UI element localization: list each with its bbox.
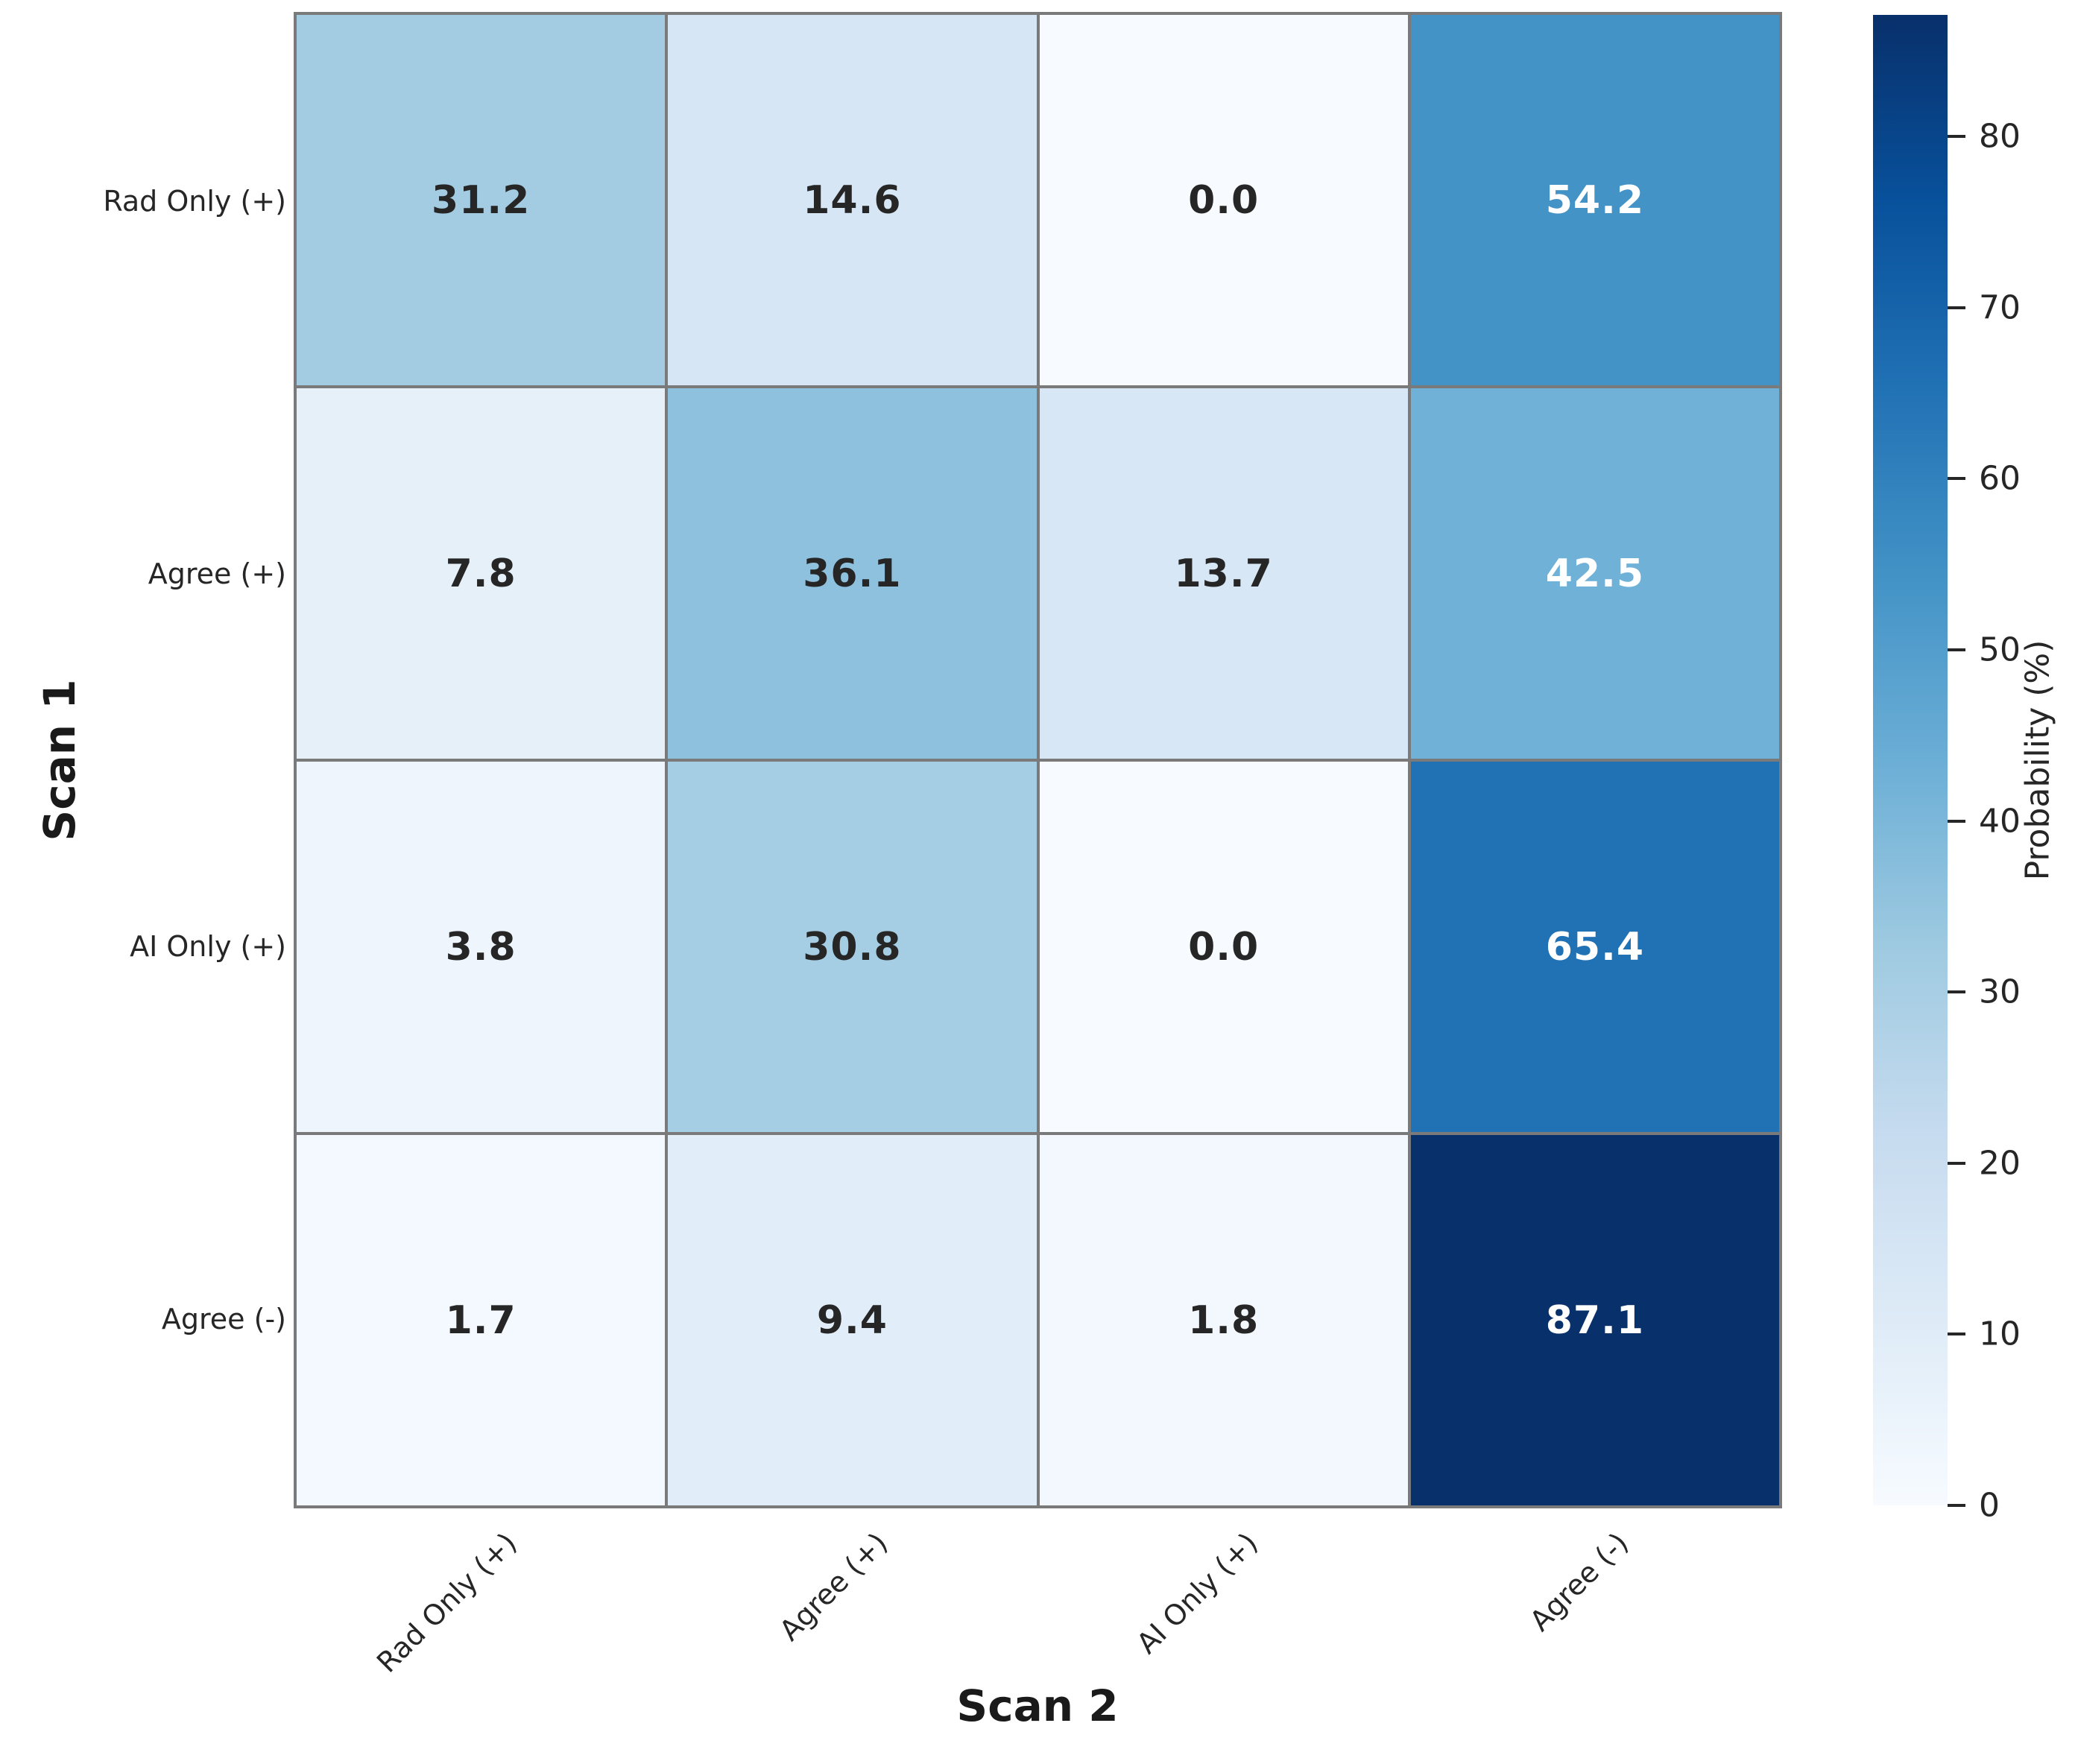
x-tick-label: Agree (-) xyxy=(1523,1526,1635,1638)
heatmap-cell: 1.7 xyxy=(297,1135,666,1505)
heatmap-cell: 87.1 xyxy=(1410,1135,1779,1505)
cell-value: 9.4 xyxy=(816,1297,888,1343)
colorbar-tick-label: 20 xyxy=(1979,1144,2021,1183)
heatmap-cell: 0.0 xyxy=(1039,15,1408,385)
colorbar-tick-label: 80 xyxy=(1979,117,2021,156)
x-tick-label: Agree (+) xyxy=(772,1526,894,1648)
cell-value: 54.2 xyxy=(1545,177,1645,223)
cell-value: 30.8 xyxy=(803,924,902,970)
colorbar-tick-mark xyxy=(1948,990,1965,994)
x-tick-label: Rad Only (+) xyxy=(370,1526,523,1679)
colorbar-tick-mark xyxy=(1948,477,1965,481)
heatmap-cell: 7.8 xyxy=(297,388,666,759)
y-axis-title: Scan 1 xyxy=(34,679,85,841)
x-tick-label: AI Only (+) xyxy=(1130,1526,1265,1660)
colorbar-tick-label: 40 xyxy=(1979,802,2021,840)
heatmap-cell: 36.1 xyxy=(668,388,1037,759)
y-tick-label: Agree (-) xyxy=(161,1303,286,1335)
colorbar-tick-label: 60 xyxy=(1979,459,2021,498)
cell-value: 14.6 xyxy=(803,177,902,223)
cell-value: 65.4 xyxy=(1545,924,1645,970)
y-tick-label: AI Only (+) xyxy=(130,930,286,963)
cell-value: 0.0 xyxy=(1188,177,1260,223)
cell-value: 31.2 xyxy=(431,177,531,223)
x-axis-title: Scan 2 xyxy=(956,1681,1119,1731)
colorbar-tick-mark xyxy=(1948,819,1965,823)
heatmap-cell: 3.8 xyxy=(297,762,666,1132)
y-tick-label: Rad Only (+) xyxy=(103,185,286,218)
cell-value: 3.8 xyxy=(445,924,517,970)
colorbar-tick-mark xyxy=(1948,648,1965,651)
colorbar-tick-label: 50 xyxy=(1979,630,2021,669)
cell-value: 1.7 xyxy=(445,1297,517,1343)
cell-value: 13.7 xyxy=(1174,551,1273,596)
heatmap-cell: 1.8 xyxy=(1039,1135,1408,1505)
heatmap-cell: 14.6 xyxy=(668,15,1037,385)
cell-value: 42.5 xyxy=(1545,551,1645,596)
heatmap-cell: 0.0 xyxy=(1039,762,1408,1132)
cell-value: 0.0 xyxy=(1188,924,1260,970)
heatmap-cell: 13.7 xyxy=(1039,388,1408,759)
heatmap-cell: 42.5 xyxy=(1410,388,1779,759)
colorbar-tick-mark xyxy=(1948,135,1965,139)
colorbar-label: Probability (%) xyxy=(2018,639,2057,881)
colorbar-tick-label: 30 xyxy=(1979,973,2021,1011)
cell-value: 7.8 xyxy=(445,551,517,596)
heatmap-cell: 54.2 xyxy=(1410,15,1779,385)
colorbar-tick-mark xyxy=(1948,306,1965,309)
heatmap-cell: 30.8 xyxy=(668,762,1037,1132)
y-tick-label: Agree (+) xyxy=(148,557,286,590)
colorbar-tick-mark xyxy=(1948,1504,1965,1507)
cell-value: 36.1 xyxy=(803,551,902,596)
heatmap-cell: 65.4 xyxy=(1410,762,1779,1132)
heatmap-cell: 9.4 xyxy=(668,1135,1037,1505)
heatmap-cell: 31.2 xyxy=(297,15,666,385)
colorbar-tick-label: 0 xyxy=(1979,1486,2000,1525)
colorbar-tick-mark xyxy=(1948,1161,1965,1165)
colorbar-tick-label: 70 xyxy=(1979,288,2021,327)
heatmap-grid: 31.2 14.6 0.0 54.2 7.8 36.1 13.7 42.5 3.8 30.8 0.0… xyxy=(294,12,1782,1508)
cell-value: 87.1 xyxy=(1545,1297,1645,1343)
colorbar-tick-label: 10 xyxy=(1979,1315,2021,1353)
colorbar-gradient xyxy=(1873,15,1948,1505)
colorbar-tick-mark xyxy=(1948,1333,1965,1336)
cell-value: 1.8 xyxy=(1188,1297,1260,1343)
